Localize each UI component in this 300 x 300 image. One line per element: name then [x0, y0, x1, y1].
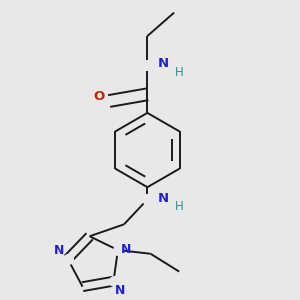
Text: H: H	[175, 200, 184, 213]
Text: O: O	[93, 90, 105, 103]
Text: N: N	[121, 243, 131, 256]
Text: H: H	[175, 65, 184, 79]
Text: N: N	[54, 244, 64, 257]
Text: N: N	[158, 192, 169, 205]
Text: N: N	[158, 57, 169, 70]
Text: N: N	[116, 284, 126, 297]
